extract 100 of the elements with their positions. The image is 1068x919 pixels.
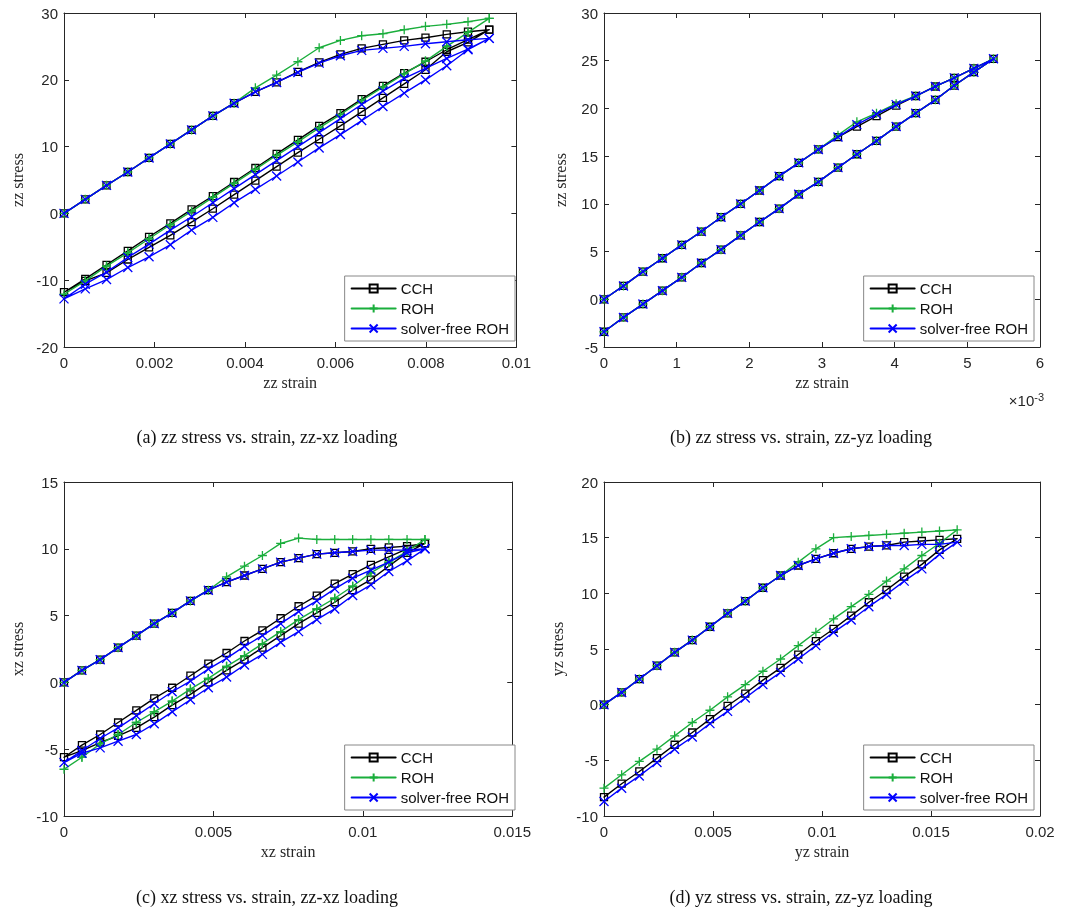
x-axis-title: zz strain <box>795 374 849 392</box>
point <box>863 530 875 541</box>
point <box>934 525 945 537</box>
y-tick-label: 0 <box>589 696 598 714</box>
legend-label: solver-free ROH <box>400 320 509 337</box>
x-tick-label: 5 <box>963 354 972 371</box>
point <box>917 536 926 546</box>
x-tick-label: 0.015 <box>493 823 532 840</box>
point <box>899 575 910 587</box>
point <box>617 779 626 788</box>
legend-label: CCH <box>919 280 953 297</box>
x-tick-label: 0.005 <box>694 823 732 840</box>
point <box>847 611 856 620</box>
point <box>794 650 803 659</box>
point <box>598 783 610 794</box>
point <box>651 744 663 755</box>
y-tick-label: 20 <box>581 473 598 491</box>
legend-label: ROH <box>919 769 953 786</box>
y-tick-label: -5 <box>44 740 58 758</box>
y-tick-label: 15 <box>581 147 598 165</box>
x-tick-label: 3 <box>817 354 827 371</box>
point <box>810 627 822 638</box>
text: (d) yz stress vs. strain, zz-yz loading <box>669 887 933 908</box>
y-tick-label: 5 <box>589 243 598 261</box>
point <box>704 718 716 729</box>
point <box>863 589 875 600</box>
point <box>616 783 627 794</box>
point <box>917 560 926 569</box>
legend-label: ROH <box>400 769 434 786</box>
y-tick-label: -20 <box>36 338 58 356</box>
point <box>934 549 945 560</box>
x-tick-label: 4 <box>890 354 899 371</box>
x-tick-label: 0.015 <box>912 823 950 840</box>
point <box>810 640 822 651</box>
point <box>775 653 786 665</box>
y-tick-label: 25 <box>581 52 598 70</box>
point <box>758 676 768 685</box>
point <box>916 563 927 574</box>
x-tick-label: 6 <box>1035 354 1045 371</box>
legend-label: CCH <box>400 280 434 297</box>
x-tick-label: 0.004 <box>226 354 264 371</box>
point <box>723 701 732 710</box>
legend-label: solver-free ROH <box>919 320 1028 337</box>
point <box>881 589 892 600</box>
point <box>828 613 839 625</box>
y-tick-label: 0 <box>589 290 598 308</box>
point <box>651 757 663 768</box>
point <box>811 637 821 646</box>
y-tick-label: 15 <box>581 529 598 547</box>
y-tick-label: 0 <box>49 673 58 691</box>
y-tick-label: 10 <box>581 584 598 602</box>
point <box>705 714 715 724</box>
point <box>634 770 645 782</box>
point <box>916 526 927 538</box>
y-tick-label: 30 <box>581 4 598 22</box>
point <box>740 692 751 704</box>
point <box>846 614 857 626</box>
x-axis-title: zz strain <box>263 374 318 392</box>
y-tick-label: -5 <box>584 751 598 769</box>
text: (a) zz stress vs. strain, zz-xz loading <box>136 427 398 448</box>
point <box>635 767 644 776</box>
point <box>881 575 892 587</box>
point <box>900 537 909 547</box>
point <box>757 666 769 677</box>
point <box>935 545 944 555</box>
point <box>900 572 909 581</box>
point <box>810 543 822 554</box>
point <box>953 534 962 543</box>
point <box>687 731 698 743</box>
y-tick-label: -10 <box>576 807 598 825</box>
y-tick-label: 30 <box>41 4 58 22</box>
x-tick-label: 0.01 <box>807 823 837 840</box>
point <box>899 540 910 551</box>
y-tick-label: 0 <box>49 204 58 222</box>
x-tick-label: 0.006 <box>316 354 355 371</box>
text: (b) zz stress vs. strain, zz-yz loading <box>670 427 932 448</box>
y-tick-label: 10 <box>41 138 58 156</box>
x-tick-label: 1 <box>672 354 681 371</box>
point <box>793 653 804 665</box>
point <box>916 539 927 550</box>
y-axis-title: zz stress <box>551 153 569 207</box>
point <box>741 689 750 698</box>
point <box>864 598 874 607</box>
legend-label: CCH <box>919 749 953 766</box>
x-tick-label: 0.005 <box>194 823 233 840</box>
point <box>776 663 785 673</box>
x-axis-title: yz strain <box>794 843 850 862</box>
point <box>722 706 733 717</box>
point <box>863 601 875 612</box>
point <box>757 679 769 690</box>
x-tick-label: 0.01 <box>348 823 378 840</box>
legend-label: ROH <box>400 300 434 317</box>
point <box>952 524 963 536</box>
point <box>829 624 838 634</box>
y-tick-label: 5 <box>589 640 598 658</box>
x-tick-label: 0.01 <box>501 354 531 371</box>
point <box>775 667 786 678</box>
x-tick-label: 0.02 <box>1025 823 1055 840</box>
legend-label: solver-free ROH <box>400 789 509 806</box>
y-tick-label: 10 <box>581 195 598 213</box>
